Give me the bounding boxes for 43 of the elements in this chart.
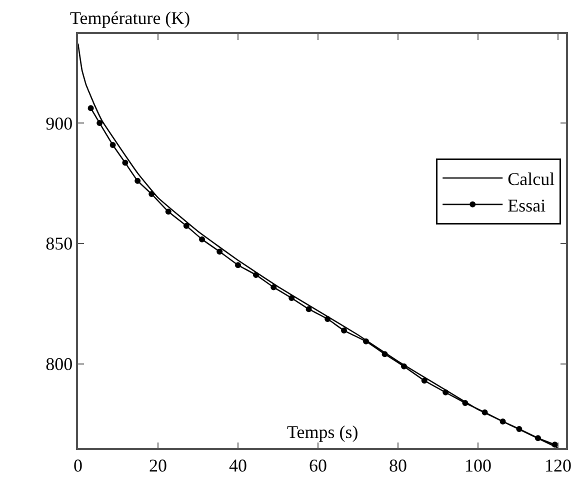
x-tick-label: 120 [544, 455, 572, 476]
point [96, 120, 103, 126]
point [382, 351, 388, 358]
point [88, 105, 94, 112]
x-axis-title: Temps (s) [287, 422, 358, 442]
x-tick-label: 80 [389, 455, 407, 476]
point [199, 236, 205, 242]
point [462, 400, 468, 406]
point [341, 328, 347, 334]
point [235, 262, 241, 268]
point [516, 426, 522, 432]
point [535, 435, 541, 442]
point [482, 409, 488, 416]
y-tick-label: 800 [46, 354, 73, 374]
point [288, 295, 295, 302]
point [500, 418, 506, 425]
y-axis-title: Température (K) [70, 8, 190, 28]
legend-label: Calcul [508, 169, 555, 190]
x-tick-label: 20 [149, 455, 167, 476]
point [324, 316, 331, 322]
point [122, 160, 128, 166]
x-tick-label: 60 [309, 455, 327, 476]
x-tick-label: 100 [464, 455, 492, 476]
point [183, 222, 190, 229]
point [253, 272, 259, 278]
point [306, 306, 312, 312]
x-tick-label: 40 [229, 455, 247, 476]
y-tick-label: 900 [46, 113, 73, 134]
line-series [78, 42, 559, 448]
point [270, 284, 277, 290]
x-tick-label: 0 [74, 455, 82, 476]
point [552, 442, 558, 448]
point [216, 248, 223, 255]
point [401, 363, 407, 370]
y-tick-label: 850 [46, 234, 73, 254]
point [363, 338, 369, 344]
point [165, 208, 172, 215]
point [134, 178, 141, 184]
point [148, 191, 155, 198]
point [442, 389, 449, 396]
legend-label: Essai [508, 195, 546, 216]
point [421, 378, 428, 384]
point [110, 142, 116, 148]
